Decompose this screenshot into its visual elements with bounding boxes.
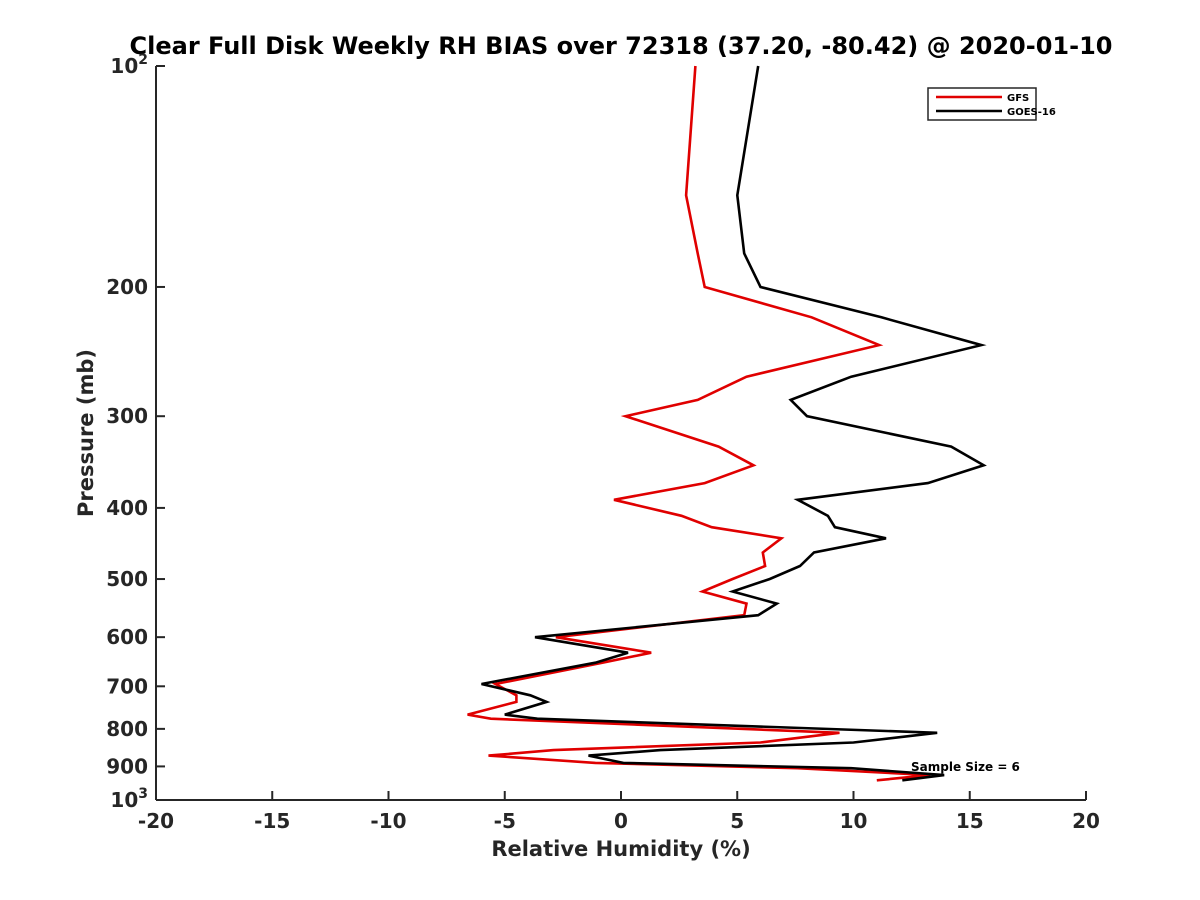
x-tick-label: -20 <box>138 809 174 833</box>
sample-size-annotation: Sample Size = 6 <box>911 760 1020 774</box>
x-tick-label: -15 <box>254 809 290 833</box>
legend-label: GOES-16 <box>1007 107 1056 118</box>
series-line-gfs <box>467 65 931 782</box>
x-tick-label: -5 <box>494 809 516 833</box>
chart-title: Clear Full Disk Weekly RH BIAS over 7231… <box>130 32 1113 60</box>
x-tick-label: -10 <box>370 809 406 833</box>
y-tick-label: 900 <box>106 754 148 778</box>
y-axis-label: Pressure (mb) <box>74 349 98 517</box>
series-line-goes-16 <box>481 65 987 782</box>
y-tick-label: 300 <box>106 404 148 428</box>
legend-box <box>927 87 1037 121</box>
plot-area <box>156 66 1086 800</box>
x-tick-label: 20 <box>1072 809 1100 833</box>
legend: GFS GOES-16 <box>927 87 1056 121</box>
x-tick-label: 15 <box>956 809 984 833</box>
y-tick-label: 600 <box>106 625 148 649</box>
y-tick-label: 400 <box>106 496 148 520</box>
y-tick-label: 102 <box>110 52 148 78</box>
legend-label: GFS <box>1007 93 1029 104</box>
y-tick-label: 500 <box>106 567 148 591</box>
x-tick-label: 10 <box>840 809 868 833</box>
y-tick-label: 200 <box>106 275 148 299</box>
y-tick-label: 700 <box>106 674 148 698</box>
x-axis-label: Relative Humidity (%) <box>491 837 750 861</box>
x-tick-label: 0 <box>614 809 628 833</box>
y-tick-label: 103 <box>110 786 148 812</box>
y-tick-label: 800 <box>106 717 148 741</box>
x-tick-label: 5 <box>730 809 744 833</box>
